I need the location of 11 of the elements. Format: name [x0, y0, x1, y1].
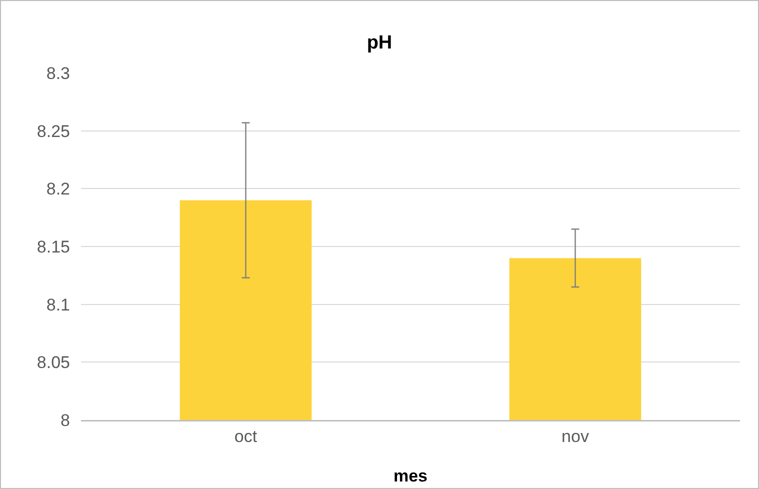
y-tick-label: 8.3: [46, 64, 70, 83]
x-axis-title: mes: [393, 466, 428, 486]
y-tick-label: 8: [60, 410, 70, 430]
y-tick-label: 8.2: [46, 180, 70, 199]
x-tick-label: nov: [562, 426, 590, 446]
y-tick-label: 8.1: [46, 295, 70, 314]
y-tick-label: 8.25: [36, 122, 70, 141]
y-tick-label: 8.05: [36, 353, 70, 372]
x-tick-label: oct: [234, 426, 258, 446]
y-tick-label: 8.15: [36, 237, 70, 256]
chart-title: pH: [366, 32, 392, 54]
